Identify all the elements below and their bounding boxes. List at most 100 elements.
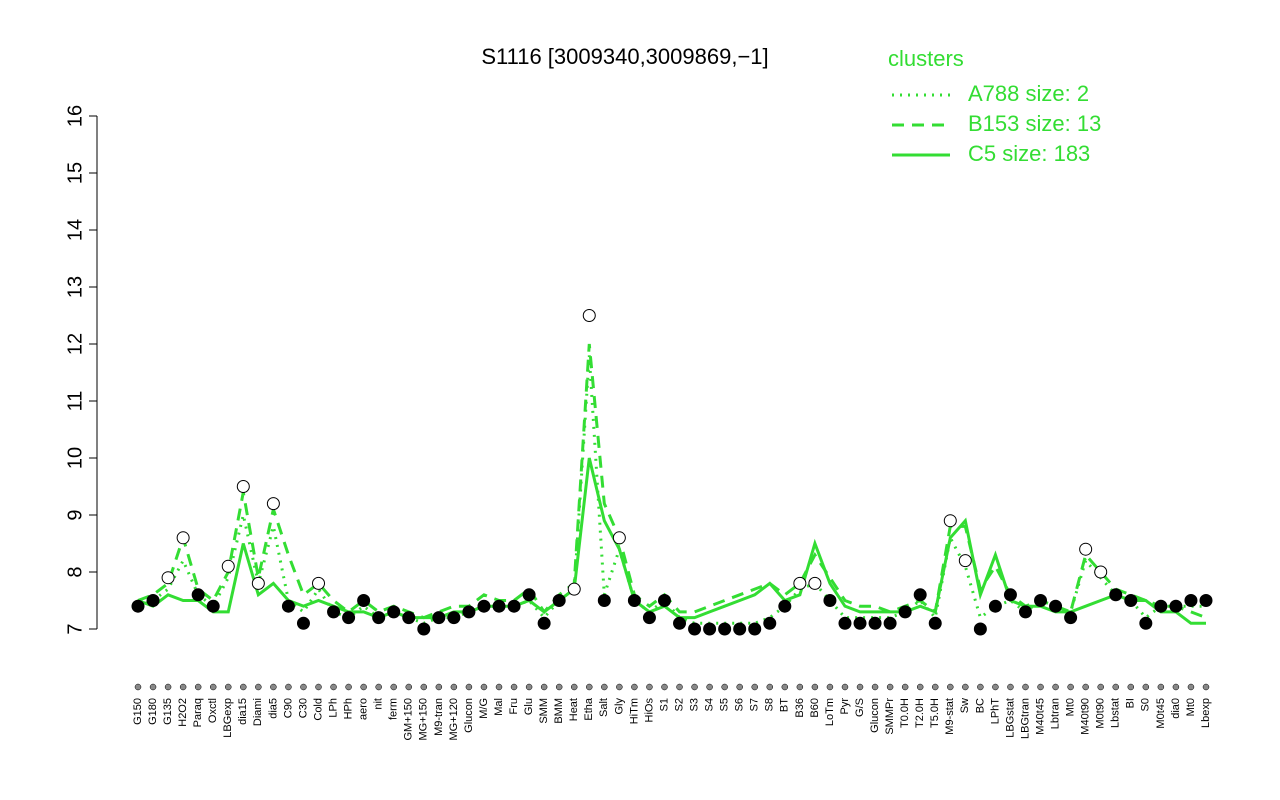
y-tick-label: 12 <box>64 333 86 355</box>
x-marker <box>225 683 232 691</box>
data-point <box>372 611 386 625</box>
x-marker <box>525 683 533 691</box>
x-marker <box>405 683 413 691</box>
x-tick-label: C30 <box>297 698 309 718</box>
data-point <box>432 611 446 625</box>
x-tick-label: LBGtran <box>1019 698 1031 739</box>
x-marker <box>465 683 473 691</box>
data-point <box>582 309 596 322</box>
x-tick-label: Salt <box>598 698 610 717</box>
data-point <box>868 616 882 630</box>
x-marker <box>706 683 713 691</box>
x-marker <box>676 683 683 691</box>
data-point <box>703 622 717 636</box>
y-tick-label: 10 <box>64 447 86 469</box>
x-tick-label: S4 <box>704 698 716 711</box>
x-marker <box>601 683 608 691</box>
x-tick-label: Glucon <box>869 698 881 733</box>
x-marker <box>1172 683 1180 691</box>
x-marker <box>886 683 894 691</box>
series-line <box>137 343 1207 620</box>
x-tick-label: G150 <box>132 698 144 725</box>
x-marker <box>1142 683 1150 691</box>
data-point <box>778 599 792 613</box>
data-point <box>146 594 160 607</box>
data-point <box>417 622 431 636</box>
x-marker <box>209 683 217 691</box>
data-point <box>537 616 551 630</box>
y-tick-label: 8 <box>64 566 86 577</box>
x-tick-label: SMMPr <box>884 698 896 735</box>
x-marker <box>736 683 743 691</box>
data-point <box>718 622 732 636</box>
x-tick-label: S8 <box>764 698 776 711</box>
data-point <box>1109 588 1123 602</box>
x-marker <box>330 683 337 691</box>
x-tick-label: Pyr <box>839 698 851 715</box>
data-point <box>733 622 747 636</box>
data-point <box>958 554 972 568</box>
data-point <box>387 605 401 619</box>
x-tick-label: dia5 <box>267 698 279 719</box>
data-point <box>1199 594 1213 607</box>
x-marker <box>977 683 984 691</box>
data-point <box>1003 588 1017 602</box>
x-marker <box>1022 683 1029 691</box>
data-point <box>462 605 476 619</box>
legend-label: C5 size: 183 <box>968 141 1090 166</box>
x-marker <box>164 683 172 691</box>
x-marker <box>616 683 623 691</box>
y-tick-label: 11 <box>64 391 86 412</box>
x-tick-label: BMM <box>553 698 565 724</box>
x-tick-label: GM+150 <box>403 698 415 741</box>
x-tick-label: dia15 <box>237 698 249 725</box>
x-tick-label: T5.0H <box>929 698 941 728</box>
data-point <box>1049 599 1063 613</box>
x-marker <box>345 683 352 691</box>
x-tick-label: BT <box>779 698 791 712</box>
data-point <box>973 622 987 636</box>
x-tick-label: H2O2 <box>177 698 189 727</box>
x-marker <box>315 683 322 691</box>
data-point <box>281 599 295 613</box>
x-tick-label: LBGstat <box>1004 698 1016 738</box>
x-marker <box>179 683 187 691</box>
data-point <box>567 582 581 596</box>
x-marker <box>947 683 954 691</box>
data-point <box>251 576 265 590</box>
x-tick-label: Etha <box>583 697 595 721</box>
data-point <box>1094 565 1108 579</box>
x-tick-label: HPh <box>342 698 354 719</box>
x-marker <box>435 683 443 691</box>
x-marker <box>796 683 804 691</box>
x-tick-label: nit <box>373 698 385 710</box>
x-marker <box>1202 683 1210 691</box>
data-point <box>176 531 190 545</box>
x-tick-label: Lbexp <box>1200 698 1212 728</box>
x-marker <box>240 683 247 691</box>
x-tick-label: BI <box>1125 698 1137 708</box>
x-tick-label: Fru <box>508 698 520 715</box>
x-marker <box>390 683 397 691</box>
x-tick-label: aero <box>358 698 370 720</box>
data-point <box>612 531 626 545</box>
data-point <box>793 576 807 590</box>
data-point <box>883 616 897 630</box>
data-point <box>1169 599 1183 613</box>
x-marker <box>841 683 849 691</box>
data-point <box>673 616 687 630</box>
data-point <box>1034 594 1048 607</box>
data-point <box>507 599 521 613</box>
x-tick-label: M40t45 <box>1034 698 1046 735</box>
data-point <box>988 599 1002 613</box>
x-marker <box>1127 683 1135 691</box>
data-point <box>161 571 175 585</box>
x-tick-label: Lbstat <box>1110 698 1122 728</box>
x-marker <box>826 683 834 691</box>
x-tick-label: ferm <box>388 698 400 720</box>
x-marker <box>194 683 202 691</box>
data-point <box>477 599 491 613</box>
data-point <box>206 599 220 613</box>
data-point <box>296 616 310 630</box>
x-tick-label: S3 <box>688 698 700 711</box>
